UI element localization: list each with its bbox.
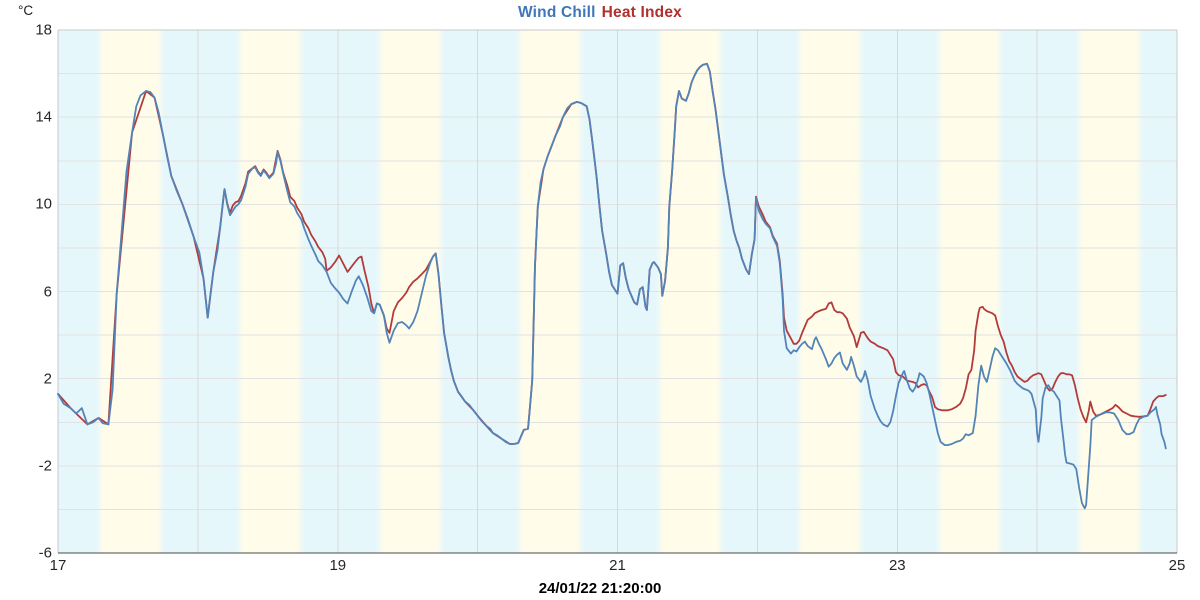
x-tick-label: 23 <box>888 557 906 574</box>
y-tick-label: 10 <box>35 195 52 213</box>
x-tick-label: 19 <box>329 557 347 574</box>
y-tick-label: 14 <box>35 108 52 126</box>
x-tick-label: 21 <box>609 557 626 574</box>
y-tick-label: -2 <box>38 457 52 475</box>
legend-heat-index-label: Heat Index <box>601 4 682 21</box>
legend-wind-chill-label: Wind Chill <box>517 4 596 21</box>
x-tick-label: 17 <box>49 557 67 574</box>
y-tick-label: -6 <box>38 544 52 562</box>
y-axis-unit-label: °C <box>18 3 34 18</box>
y-tick-label: 18 <box>35 21 52 39</box>
y-tick-label: 2 <box>43 370 52 388</box>
chart-title: Wind Chill Heat Index <box>0 4 1200 22</box>
footer-timestamp: 24/01/22 21:20:00 <box>538 580 662 597</box>
x-tick-label: 25 <box>1168 557 1186 574</box>
y-tick-label: 6 <box>43 283 52 300</box>
